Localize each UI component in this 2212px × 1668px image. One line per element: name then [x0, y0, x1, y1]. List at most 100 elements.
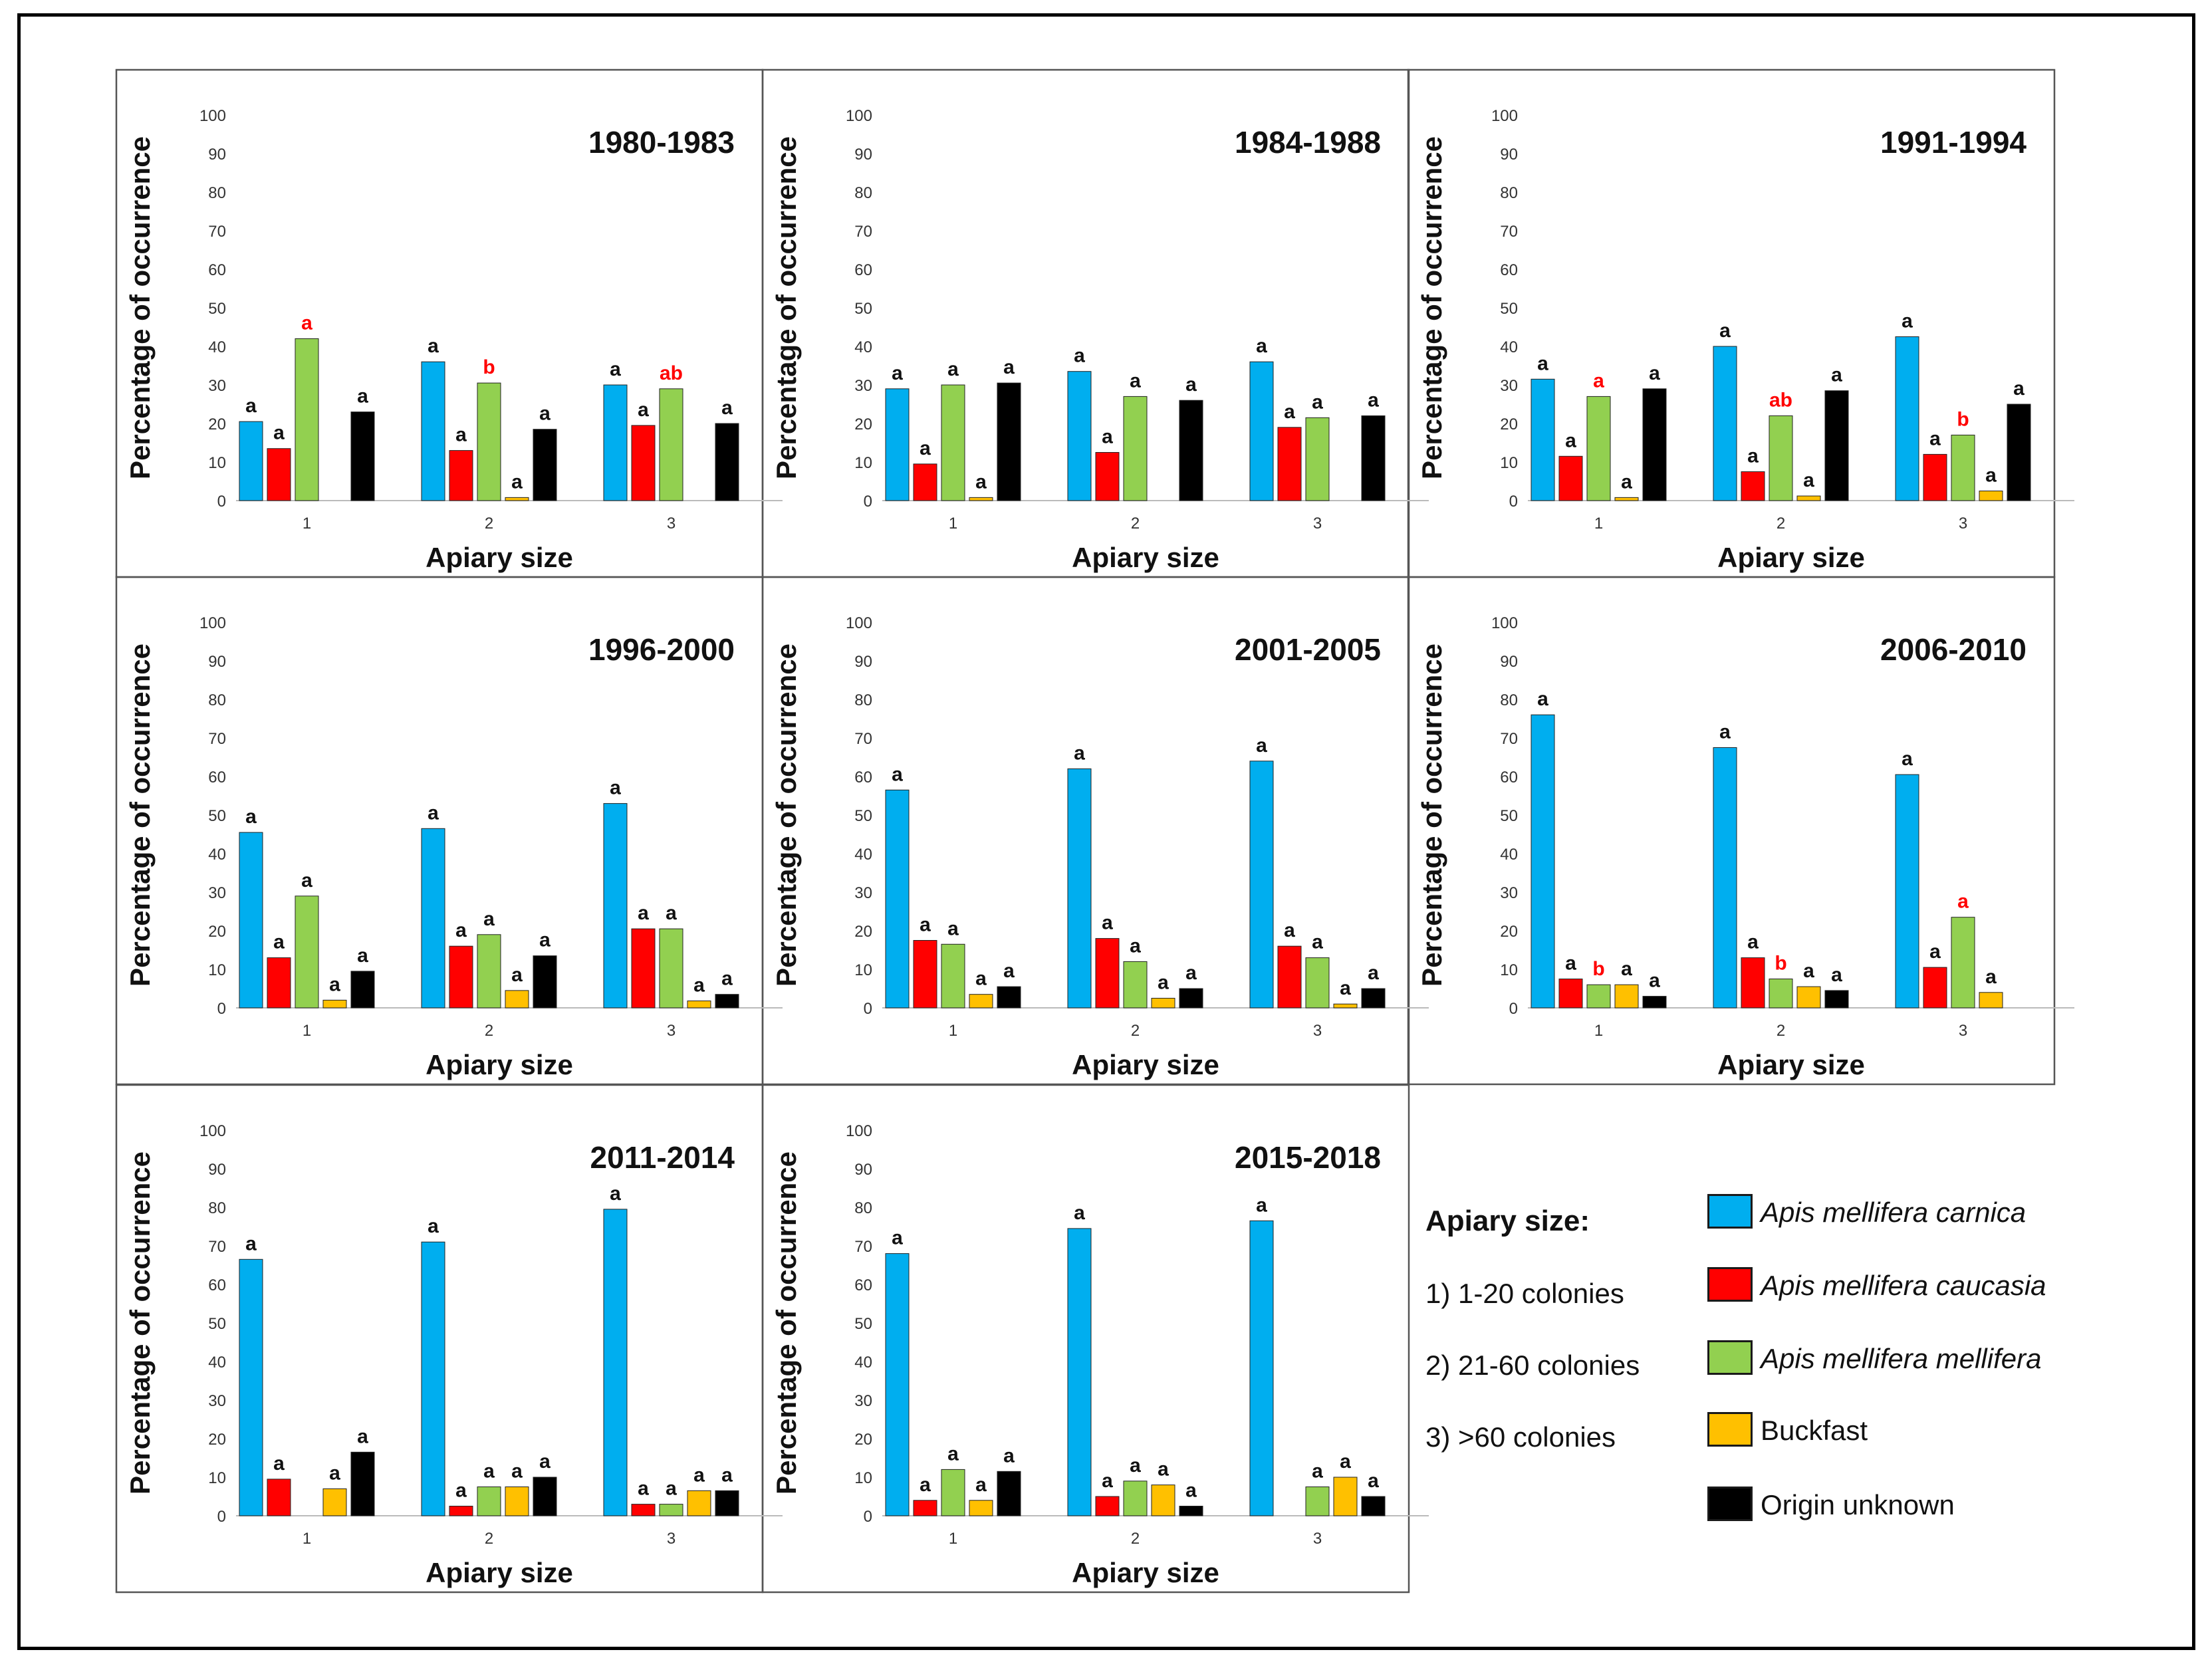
bar-0-2-caucasia — [449, 450, 473, 501]
x-tick-0-3: 3 — [667, 515, 676, 533]
x-tick-7-2: 2 — [1131, 1530, 1140, 1548]
bar-5-2-caucasia — [1741, 957, 1765, 1009]
bar-3-2-buckfast — [505, 990, 529, 1009]
x-tick-2-1: 1 — [1594, 515, 1603, 533]
sig-letter-5-2-mellifera: b — [1775, 953, 1786, 975]
legend-size-1: 1) 1-20 colonies — [1425, 1278, 1624, 1309]
y-axis-label-0: Percentage of occurrence — [124, 136, 156, 479]
x-tick-3-2: 2 — [485, 1022, 493, 1040]
bar-0-1-caucasia — [267, 448, 291, 501]
sig-letter-5-1-mellifera: b — [1592, 958, 1604, 980]
y-tick-3-30: 30 — [208, 884, 226, 902]
sig-letter-4-1-buckfast: a — [975, 968, 987, 990]
x-axis-label-0: Apiary size — [426, 542, 573, 573]
bar-4-2-caucasia — [1095, 938, 1120, 1009]
bar-3-2-mellifera — [477, 934, 501, 1009]
y-tick-5-50: 50 — [1500, 807, 1518, 825]
bar-0-3-mellifera — [659, 388, 683, 501]
bar-7-1-buckfast — [969, 1500, 993, 1516]
sig-letter-4-2-mellifera: a — [1130, 935, 1141, 957]
sig-letter-1-2-mellifera: a — [1130, 370, 1141, 392]
x-tick-5-1: 1 — [1594, 1022, 1603, 1040]
sig-letter-3-3-unknown: a — [721, 968, 733, 990]
x-tick-6-1: 1 — [303, 1530, 311, 1548]
y-tick-7-100: 100 — [846, 1122, 872, 1140]
bar-6-2-carnica — [421, 1241, 445, 1516]
y-tick-5-60: 60 — [1500, 769, 1518, 786]
sig-letter-3-3-buckfast: a — [693, 975, 705, 997]
bar-1-2-caucasia — [1095, 452, 1120, 501]
y-tick-0-60: 60 — [208, 261, 226, 279]
sig-letter-3-1-caucasia: a — [273, 931, 285, 953]
x-tick-2-2: 2 — [1777, 515, 1785, 533]
sig-letter-1-2-caucasia: a — [1102, 426, 1113, 448]
sig-letter-1-1-caucasia: a — [920, 437, 931, 459]
y-tick-5-20: 20 — [1500, 923, 1518, 941]
y-tick-0-10: 10 — [208, 454, 226, 472]
y-tick-6-20: 20 — [208, 1431, 226, 1449]
bar-0-2-buckfast — [505, 497, 529, 501]
x-tick-7-3: 3 — [1313, 1530, 1322, 1548]
bar-6-1-carnica — [239, 1258, 263, 1516]
bar-1-1-mellifera — [941, 384, 965, 501]
sig-letter-6-3-mellifera: a — [666, 1478, 677, 1500]
sig-letter-6-2-carnica: a — [428, 1215, 439, 1237]
y-tick-2-20: 20 — [1500, 416, 1518, 433]
sig-letter-3-1-mellifera: a — [301, 870, 312, 892]
y-tick-0-70: 70 — [208, 223, 226, 241]
y-tick-6-30: 30 — [208, 1392, 226, 1410]
sig-letter-2-2-unknown: a — [1831, 364, 1842, 386]
x-tick-1-1: 1 — [949, 515, 957, 533]
y-axis-label-5: Percentage of occurrence — [1416, 644, 1447, 987]
y-tick-4-50: 50 — [854, 807, 872, 825]
y-tick-7-40: 40 — [854, 1354, 872, 1371]
bar-0-1-mellifera — [295, 338, 319, 501]
x-tick-5-3: 3 — [1959, 1022, 1967, 1040]
sig-letter-0-1-caucasia: a — [273, 422, 285, 444]
sig-letter-6-2-unknown: a — [539, 1451, 551, 1473]
sig-letter-3-1-unknown: a — [357, 945, 368, 967]
legend-swatch-mellifera — [1707, 1340, 1753, 1375]
y-tick-7-70: 70 — [854, 1238, 872, 1256]
bar-4-1-mellifera — [941, 943, 965, 1009]
bar-7-2-caucasia — [1095, 1496, 1120, 1516]
sig-letter-1-1-buckfast: a — [975, 471, 987, 493]
y-tick-0-20: 20 — [208, 416, 226, 433]
y-tick-1-0: 0 — [864, 493, 872, 511]
bar-1-2-unknown — [1179, 400, 1203, 501]
bar-6-3-carnica — [603, 1209, 628, 1516]
sig-letter-3-2-buckfast: a — [511, 964, 523, 986]
sig-letter-7-2-buckfast: a — [1158, 1459, 1169, 1481]
sig-letter-4-3-unknown: a — [1368, 962, 1379, 984]
sig-letter-4-3-carnica: a — [1256, 735, 1267, 757]
sig-letter-0-2-caucasia: a — [455, 424, 467, 446]
x-axis-label-7: Apiary size — [1072, 1557, 1219, 1588]
sig-letter-2-1-carnica: a — [1537, 352, 1548, 374]
sig-letter-7-3-unknown: a — [1368, 1470, 1379, 1492]
y-tick-4-30: 30 — [854, 884, 872, 902]
y-tick-1-90: 90 — [854, 146, 872, 164]
sig-letter-0-1-mellifera: a — [301, 312, 312, 334]
bar-2-3-buckfast — [1979, 491, 2003, 501]
bar-2-2-caucasia — [1741, 471, 1765, 501]
y-tick-0-90: 90 — [208, 146, 226, 164]
bar-5-2-buckfast — [1796, 986, 1821, 1009]
y-tick-5-90: 90 — [1500, 653, 1518, 671]
y-tick-2-90: 90 — [1500, 146, 1518, 164]
y-tick-6-70: 70 — [208, 1238, 226, 1256]
y-tick-0-40: 40 — [208, 338, 226, 356]
sig-letter-7-1-unknown: a — [1003, 1445, 1015, 1467]
legend-size-2: 2) 21-60 colonies — [1425, 1350, 1640, 1381]
legend-swatch-buckfast — [1707, 1412, 1753, 1447]
y-tick-4-40: 40 — [854, 846, 872, 864]
bar-7-2-unknown — [1179, 1506, 1203, 1516]
bar-7-3-unknown — [1361, 1496, 1386, 1516]
sig-letter-2-1-caucasia: a — [1565, 429, 1576, 451]
bar-3-2-carnica — [421, 828, 445, 1009]
y-tick-6-100: 100 — [199, 1122, 226, 1140]
bar-7-2-carnica — [1067, 1228, 1092, 1516]
sig-letter-5-3-mellifera: a — [1957, 891, 1969, 913]
sig-letter-7-1-carnica: a — [892, 1227, 903, 1249]
legend-label-caucasia: Apis mellifera caucasia — [1761, 1270, 2046, 1301]
y-tick-2-10: 10 — [1500, 454, 1518, 472]
